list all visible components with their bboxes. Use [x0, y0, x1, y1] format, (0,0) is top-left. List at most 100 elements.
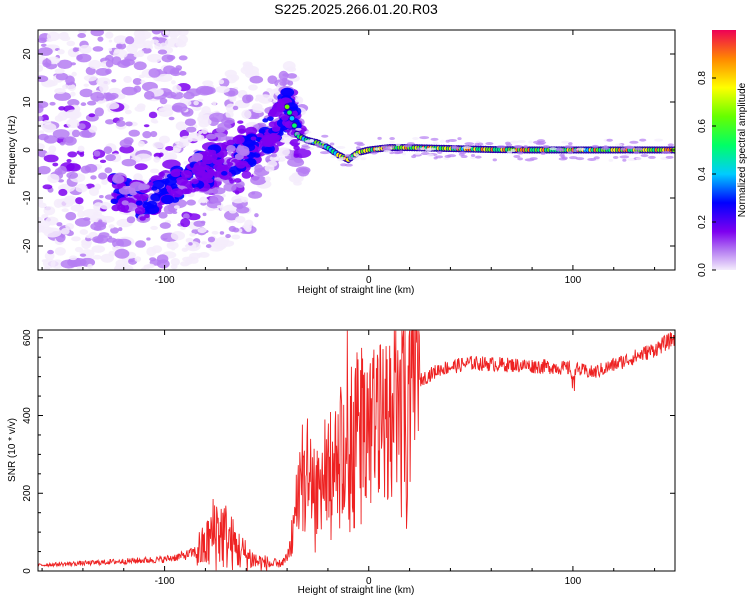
spectrogram-noise-cell — [59, 141, 65, 146]
spectrogram-ridge-cell — [280, 87, 295, 98]
spectrogram-noise-cell — [83, 74, 97, 82]
spectrogram-noise-cell — [65, 223, 75, 230]
spectrogram-halo-cell — [444, 154, 452, 158]
spectrogram-noise-cell — [280, 148, 290, 156]
spectrogram-noise-cell — [293, 153, 300, 158]
spectrogram-noise-cell — [43, 227, 62, 238]
spectrogram-halo-cell — [305, 139, 315, 143]
spectrogram-ridge-core — [284, 104, 290, 110]
spectrogram-noise-cell — [52, 162, 59, 167]
spectrogram-halo-cell — [601, 146, 610, 150]
spectrogram-noise-cell — [232, 105, 239, 111]
spectrogram-noise-cell — [98, 172, 108, 180]
spectrogram-noise-cell — [77, 33, 86, 39]
spectrogram-noise-cell — [87, 263, 93, 270]
spectrogram-noise-cell — [158, 211, 168, 219]
spectrogram-noise-cell — [153, 156, 161, 163]
spectrogram-noise-cell — [232, 227, 240, 233]
spectrogram-noise-cell — [42, 258, 56, 269]
spectrogram-halo-cell — [426, 153, 435, 157]
spectrogram-noise-cell — [111, 56, 122, 66]
spectrogram-noise-cell — [248, 191, 263, 199]
spectrogram-halo-cell — [496, 145, 506, 149]
spectrogram-halo-cell — [394, 150, 404, 154]
spectrogram-halo-cell — [297, 140, 305, 144]
spectrogram-ridge-cell — [245, 126, 258, 136]
spectrogram-halo-cell — [345, 154, 352, 158]
spectrogram-noise-cell — [126, 43, 138, 54]
spectrogram-noise-cell — [56, 198, 74, 208]
spectrogram-noise-cell — [186, 199, 196, 206]
spectrogram-noise-cell — [185, 126, 197, 133]
spectrogram-noise-cell — [108, 250, 117, 257]
spectrogram-halo-cell — [576, 147, 586, 151]
spectrogram-noise-cell — [54, 168, 63, 176]
spectrogram-ridge-cell — [160, 194, 175, 205]
spectrogram-halo-cell — [575, 157, 585, 161]
spectrogram-noise-cell — [71, 129, 81, 138]
spectrogram-ridge-cell — [111, 204, 121, 212]
spectrogram-noise-cell — [287, 80, 294, 86]
spectrogram-noise-cell — [149, 168, 160, 174]
spectrogram-halo-cell — [492, 158, 497, 162]
spectrogram-y-tick-label: 0 — [22, 147, 33, 153]
spectrogram-ridge-cell — [271, 125, 281, 132]
spectrogram-noise-cell — [38, 47, 53, 56]
spectrogram-halo-cell — [432, 141, 439, 145]
spectrogram-noise-cell — [38, 220, 51, 229]
spectrogram-halo-cell — [477, 142, 484, 146]
spectrogram-halo-cell — [433, 156, 438, 160]
spectrogram-noise-cell — [175, 121, 187, 131]
spectrogram-noise-cell — [198, 130, 202, 135]
spectrogram-noise-cell — [293, 97, 302, 103]
spectrogram-noise-cell — [125, 266, 131, 270]
spectrogram-halo-cell — [639, 138, 647, 142]
spectrogram-noise-cell — [89, 215, 97, 223]
spectrogram-noise-cell — [179, 70, 187, 76]
spectrogram-halo-cell — [320, 140, 329, 144]
spectrogram-noise-cell — [223, 182, 237, 192]
spectrogram-noise-cell — [91, 245, 106, 253]
spectrogram-noise-cell — [65, 136, 74, 144]
spectrogram-noise-cell — [157, 49, 168, 55]
spectrogram-halo-cell — [629, 140, 639, 144]
spectrogram-ridge-cell — [191, 152, 204, 162]
snr-frame — [37, 329, 676, 572]
spectrogram-ridge-core — [287, 110, 292, 115]
spectrogram-noise-cell — [186, 213, 201, 221]
spectrogram-noise-cell — [264, 164, 275, 172]
spectrogram-noise-cell — [243, 224, 252, 232]
spectrogram-noise-cell — [202, 118, 212, 126]
spectrogram-halo-cell — [485, 142, 494, 146]
spectrogram-noise-cell — [54, 115, 64, 122]
spectrogram-halo-cell — [568, 156, 578, 160]
spectrogram-noise-cell — [42, 122, 57, 133]
spectrogram-noise-cell — [124, 109, 132, 115]
spectrogram-noise-cell — [133, 173, 143, 182]
spectrogram-noise-cell — [79, 88, 94, 98]
spectrogram-noise-cell — [71, 71, 77, 77]
spectrogram-halo-cell — [460, 155, 468, 159]
spectrogram-noise-cell — [105, 68, 112, 75]
spectrogram-noise-cell — [108, 87, 122, 95]
spectrogram-noise-cell — [225, 103, 237, 113]
spectrogram-ridge-cell — [204, 149, 213, 156]
spectrogram-noise-cell — [39, 130, 44, 134]
spectrogram-halo-cell — [608, 158, 614, 162]
spectrogram-noise-cell — [40, 43, 47, 48]
spectrogram-halo-cell — [475, 155, 482, 159]
spectrogram-noise-cell — [42, 58, 52, 68]
spectrogram-noise-cell — [83, 217, 91, 221]
spectrogram-ridge-cell — [139, 216, 146, 221]
snr-y-tick-label: 400 — [22, 407, 33, 424]
spectrogram-noise-cell — [115, 120, 126, 127]
spectrogram-halo-cell — [506, 150, 513, 154]
spectrogram-halo-cell — [401, 152, 407, 156]
spectrogram-ridge-cell — [272, 134, 282, 141]
spectrogram-noise-cell — [57, 179, 65, 183]
spectrogram-noise-cell — [172, 145, 182, 152]
spectrogram-noise-cell — [140, 79, 146, 84]
spectrogram-noise-cell — [164, 37, 184, 48]
